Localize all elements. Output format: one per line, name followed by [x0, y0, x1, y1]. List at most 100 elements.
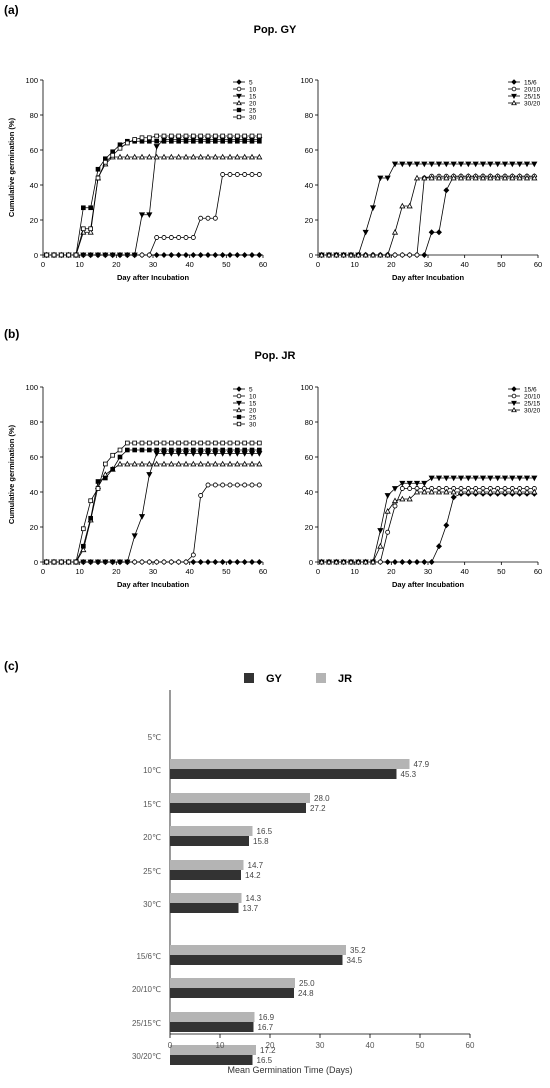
data-point [176, 133, 181, 139]
data-point [51, 559, 57, 565]
data-point [531, 475, 538, 482]
x-tick-label: 20 [387, 260, 395, 269]
legend-label: 15 [249, 94, 257, 101]
data-point [256, 460, 263, 467]
data-point [227, 138, 233, 144]
category-label: 10℃ [143, 766, 161, 775]
y-tick-label: 60 [305, 453, 313, 462]
data-point [450, 475, 457, 482]
data-point [110, 452, 115, 458]
series-line [46, 140, 260, 256]
data-point [198, 447, 203, 453]
data-point [131, 252, 138, 259]
data-point [399, 252, 405, 258]
legend-label: 20/10 [524, 394, 541, 401]
data-point [234, 252, 241, 258]
data-point [109, 252, 116, 259]
data-point [125, 140, 130, 146]
data-point [183, 235, 189, 240]
data-point [169, 138, 174, 144]
data-point [124, 153, 131, 160]
series-line [46, 463, 260, 563]
data-point [227, 252, 233, 258]
y-tick-label: 20 [305, 216, 313, 225]
data-point [139, 559, 145, 565]
legend-marker [511, 406, 517, 413]
data-point [190, 252, 197, 258]
data-point [413, 161, 421, 168]
data-point [220, 133, 225, 139]
data-label-gy: 34.5 [347, 956, 363, 965]
legend-marker [236, 393, 242, 399]
data-point [117, 145, 123, 151]
legend-label: 5 [249, 80, 253, 87]
data-point [213, 138, 218, 144]
bar-jr [170, 826, 253, 836]
legend-swatch-gy [244, 673, 254, 683]
data-point [87, 229, 94, 235]
data-point [369, 251, 377, 258]
x-tick-label: 10 [350, 567, 358, 576]
data-point [80, 252, 87, 259]
x-tick-label: 40 [185, 567, 193, 576]
data-point [428, 229, 435, 236]
data-point [147, 447, 152, 453]
data-point [102, 252, 109, 259]
data-point [227, 482, 233, 488]
data-point [176, 447, 181, 453]
data-point [124, 559, 131, 566]
data-point [472, 475, 479, 482]
data-point [407, 252, 413, 258]
data-point [325, 558, 333, 565]
data-point [117, 447, 123, 453]
data-point [183, 133, 189, 139]
data-point [234, 460, 241, 467]
chart-jr-constant-temperatures: 0 20 40 60 80 100 0 10 20 30 40 50 60 Day after Incub… [7, 383, 267, 589]
data-point [256, 482, 262, 488]
data-point [190, 552, 196, 558]
data-point [248, 460, 256, 467]
data-point [257, 138, 262, 144]
data-label-gy: 15.8 [253, 837, 269, 846]
data-point [204, 153, 212, 160]
data-point [146, 212, 153, 218]
data-point [392, 559, 398, 565]
data-point [117, 454, 123, 460]
data-label-jr: 16.9 [259, 1013, 275, 1022]
data-point [160, 153, 168, 160]
series-line [46, 442, 260, 563]
legend-marker [511, 79, 517, 85]
data-point [73, 252, 79, 258]
data-point [384, 559, 391, 565]
category-label: 20/10℃ [132, 985, 161, 994]
y-tick-label: 100 [25, 76, 38, 85]
data-point [414, 559, 420, 565]
data-point [472, 174, 479, 181]
x-tick-label: 30 [424, 260, 432, 269]
data-point [168, 153, 175, 160]
data-point [176, 138, 181, 144]
data-point [377, 528, 384, 534]
legend-marker [236, 414, 242, 420]
data-point [168, 252, 175, 258]
data-point [226, 460, 234, 467]
panel-label-a: (a) [4, 3, 19, 17]
data-point [249, 447, 255, 453]
data-point [161, 252, 167, 258]
data-point [523, 161, 531, 168]
chart-gy-constant-temperatures: 0 20 40 60 80 100 0 10 20 30 40 50 60 Day after Incub… [7, 76, 267, 282]
data-point [183, 138, 189, 144]
data-point [428, 488, 435, 495]
data-point [384, 175, 391, 182]
data-point [94, 252, 102, 259]
category-label: 15℃ [143, 800, 161, 809]
data-point [190, 235, 196, 240]
data-point [87, 559, 94, 566]
data-point [183, 440, 189, 446]
data-point [219, 460, 226, 467]
y-tick-label: 40 [305, 181, 313, 190]
y-tick-label: 60 [30, 146, 38, 155]
data-point [242, 447, 247, 453]
data-point [204, 460, 212, 467]
data-point [227, 559, 233, 565]
